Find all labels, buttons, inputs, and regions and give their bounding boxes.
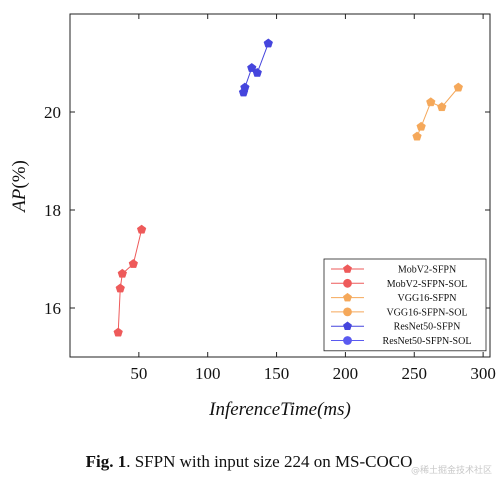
legend-marker (343, 336, 352, 345)
y-axis-title-main: AP (9, 188, 30, 214)
data-point (437, 102, 447, 112)
x-tick-label: 300 (470, 364, 496, 383)
legend-marker (343, 264, 352, 273)
x-tick-label: 250 (402, 364, 428, 383)
x-axis-title: InferenceTime(ms) (208, 399, 351, 420)
data-point (416, 121, 426, 131)
x-tick-label: 50 (130, 364, 147, 383)
data-point (263, 38, 273, 48)
y-tick-label: 16 (44, 299, 61, 318)
series-line-0 (117, 229, 143, 333)
legend-marker (343, 278, 352, 288)
y-axis-title: AP(%) (9, 160, 30, 214)
legend-marker (343, 321, 352, 331)
legend: MobV2-SFPN MobV2-SFPN-SOL VGG16-SFPN VGG16-… (323, 258, 487, 352)
data-point (115, 283, 125, 293)
data-point (113, 327, 123, 337)
legend-marker (343, 307, 352, 317)
watermark: @稀土掘金技术社区 (410, 466, 492, 476)
x-tick-label: 200 (333, 364, 359, 383)
y-tick-label: 20 (44, 103, 61, 122)
x-tick-label: 150 (264, 364, 290, 383)
legend-label: MobV2-SFPN (398, 265, 456, 276)
x-tick-label: 100 (195, 364, 221, 383)
data-point (240, 82, 250, 92)
y-tick-label: 18 (44, 201, 61, 220)
legend-box (323, 258, 487, 352)
figure-caption: Fig. 1. SFPN with input size 224 on MS-C… (0, 452, 498, 472)
legend-label: VGG16-SFPN (398, 293, 457, 304)
data-point (136, 224, 147, 234)
legend-marker (343, 292, 352, 302)
series-marks (113, 38, 463, 337)
plot-frame (69, 13, 491, 358)
caption-label: Fig. 1 (85, 452, 127, 471)
chart: 50 100 150 200 250 300 16 18 20 InferenceTime(ms… (9, 13, 496, 420)
ticks: 50 100 150 200 250 300 16 18 20 (44, 14, 496, 383)
data-point (453, 82, 463, 92)
legend-label: MobV2-SFPN-SOL (387, 279, 468, 290)
y-axis-title-unit: (%) (9, 160, 30, 188)
data-point (247, 62, 257, 72)
data-point (252, 67, 262, 77)
legend-label: ResNet50-SFPN-SOL (383, 336, 472, 347)
legend-label: ResNet50-SFPN (394, 322, 461, 333)
data-point (412, 131, 422, 141)
data-point (128, 258, 139, 268)
data-point (426, 97, 436, 107)
legend-label: VGG16-SFPN-SOL (386, 307, 467, 318)
caption-text: . SFPN with input size 224 on MS-COCO (126, 452, 413, 471)
data-point (117, 268, 127, 278)
